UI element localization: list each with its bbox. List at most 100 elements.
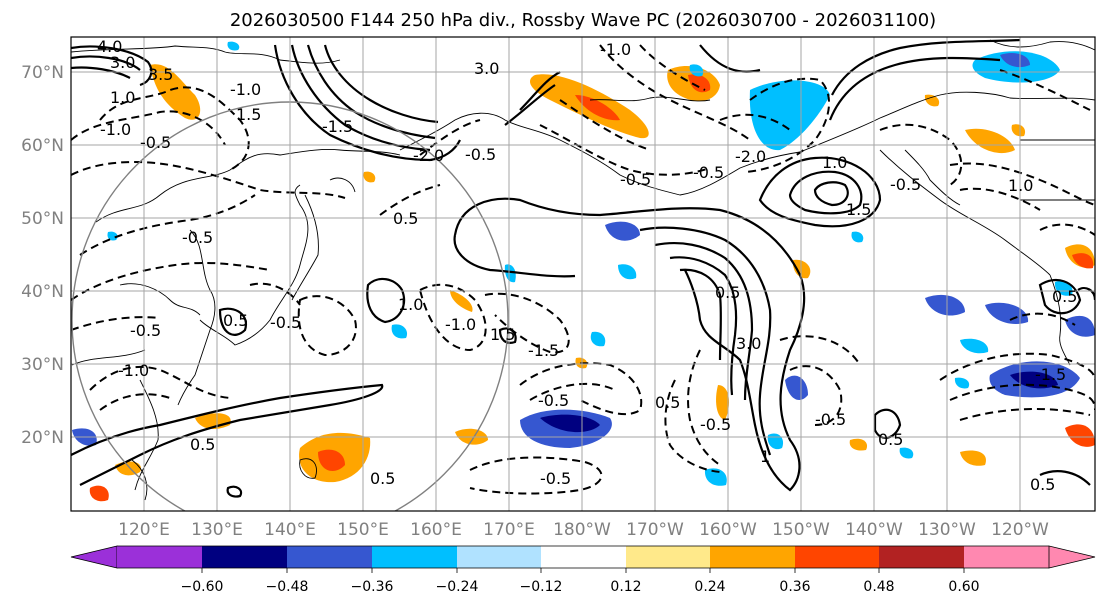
contour-line [949, 162, 1095, 206]
contour-line [687, 349, 721, 466]
colorbar-tick: 0.48 [863, 579, 894, 595]
contour-line [99, 393, 171, 411]
shade-patch [851, 231, 864, 243]
contour-line [419, 119, 481, 156]
colorbar-tick: 0.24 [694, 579, 725, 595]
gridlines [71, 37, 1095, 511]
contour-line [949, 383, 1095, 411]
contour-lines [71, 38, 1095, 498]
contour-label: -1.0 [230, 80, 261, 99]
contour-label: -1.5 [322, 117, 353, 136]
lon-label: 120°W [991, 520, 1049, 540]
contour-line [529, 383, 616, 401]
contour-label: -1.0 [118, 361, 149, 380]
contour-line [418, 283, 487, 352]
contour-line [831, 38, 1021, 96]
contour-line [297, 295, 357, 357]
lon-label: 170°W [626, 520, 684, 540]
contour-label: -0.5 [130, 321, 161, 340]
lat-label: 20°N [21, 428, 64, 448]
lat-label: 70°N [21, 63, 64, 83]
shade-patch [960, 450, 986, 466]
colorbar-tick: −0.60 [181, 579, 224, 595]
contour-line [789, 365, 843, 426]
contour-line [744, 77, 831, 173]
colorbar-tick: −0.48 [266, 579, 309, 595]
colorbar-segment [117, 546, 202, 568]
contour-line [379, 184, 441, 216]
contour-label: 0.5 [878, 430, 903, 449]
contour-line [323, 44, 439, 124]
shade-patch [89, 485, 109, 502]
contour-line [71, 316, 161, 331]
contour-line [1039, 223, 1095, 236]
contour-label: -0.5 [890, 175, 921, 194]
colorbar-segment [626, 546, 710, 568]
colorbar-segment [372, 546, 457, 568]
contour-line [1009, 312, 1076, 326]
contour-line [71, 261, 271, 301]
contour-line [639, 44, 706, 91]
contour-line [71, 55, 141, 71]
contour-line [71, 383, 384, 486]
shade-patch [1010, 371, 1058, 389]
contour-line [828, 56, 1001, 121]
contour-label: 1.5 [490, 325, 515, 344]
contour-line [71, 110, 226, 146]
shade-patch [792, 259, 811, 279]
lat-label: 60°N [21, 136, 64, 156]
contour-line [1039, 470, 1091, 486]
colorbar-segment [70, 545, 118, 569]
longitude-axis: 120°E 130°E 140°E 150°E 160°E 170°E 180°… [118, 520, 1049, 540]
lon-label: 150°E [337, 520, 389, 540]
contour-line [669, 256, 738, 396]
colorbar-tick: −0.12 [520, 579, 563, 595]
latitude-axis: 70°N 60°N 50°N 40°N 30°N 20°N [21, 63, 64, 448]
contour-line [539, 124, 711, 176]
colorbar-segment [964, 546, 1049, 568]
contour-line [519, 362, 643, 416]
contour-labels: 4.0 3.0 3.5 1.0 1.5 -1.0 -1.5 3.0 -1.0 -… [97, 37, 1077, 494]
contour-line [559, 99, 651, 151]
contour-label: -0.5 [270, 313, 301, 332]
contour-label: -0.5 [540, 469, 571, 488]
contour-label: -1.0 [445, 315, 476, 334]
shade-patch [965, 128, 1015, 154]
contour-line [71, 66, 131, 79]
contour-label: -2.0 [413, 146, 444, 165]
contour-label: 3.0 [474, 59, 499, 78]
shade-patch [925, 294, 965, 316]
shade-patch [1000, 53, 1030, 68]
contour-line [699, 44, 761, 73]
contour-line [504, 84, 556, 126]
colorbar-tick: 0.12 [610, 579, 641, 595]
contour-label: 0.5 [370, 469, 395, 488]
contour-label: 3.0 [110, 53, 135, 72]
contour-line [71, 161, 346, 199]
lon-label: 180°W [553, 520, 611, 540]
contour-label: 1.0 [110, 88, 135, 107]
colorbar-segment [541, 546, 626, 568]
contour-line [453, 197, 806, 492]
contour-label: -0.5 [465, 145, 496, 164]
shade-patch [704, 468, 727, 486]
contour-label: -1.5 [528, 341, 559, 360]
colorbar-tick: −0.36 [351, 579, 394, 595]
contour-label: -1.5 [1035, 365, 1066, 384]
shade-patch [899, 447, 914, 459]
colorbar-segment [1048, 545, 1096, 569]
contour-line [959, 407, 1091, 421]
colorbar-segment [795, 546, 879, 568]
shade-patch [450, 290, 473, 312]
colorbar-tick: 0.60 [948, 579, 979, 595]
contour-label: -0.5 [815, 410, 846, 429]
contour-label: -0.5 [693, 163, 724, 182]
colorbar-tick: 0.36 [779, 579, 810, 595]
map-title: 2026030500 F144 250 hPa div., Rossby Wav… [230, 10, 936, 31]
contour-label: -1.0 [100, 120, 131, 139]
contour-label: 0.5 [1052, 287, 1077, 306]
contour-line [366, 277, 406, 324]
shade-patch [1054, 280, 1073, 296]
contour-label: 3.0 [736, 334, 761, 353]
